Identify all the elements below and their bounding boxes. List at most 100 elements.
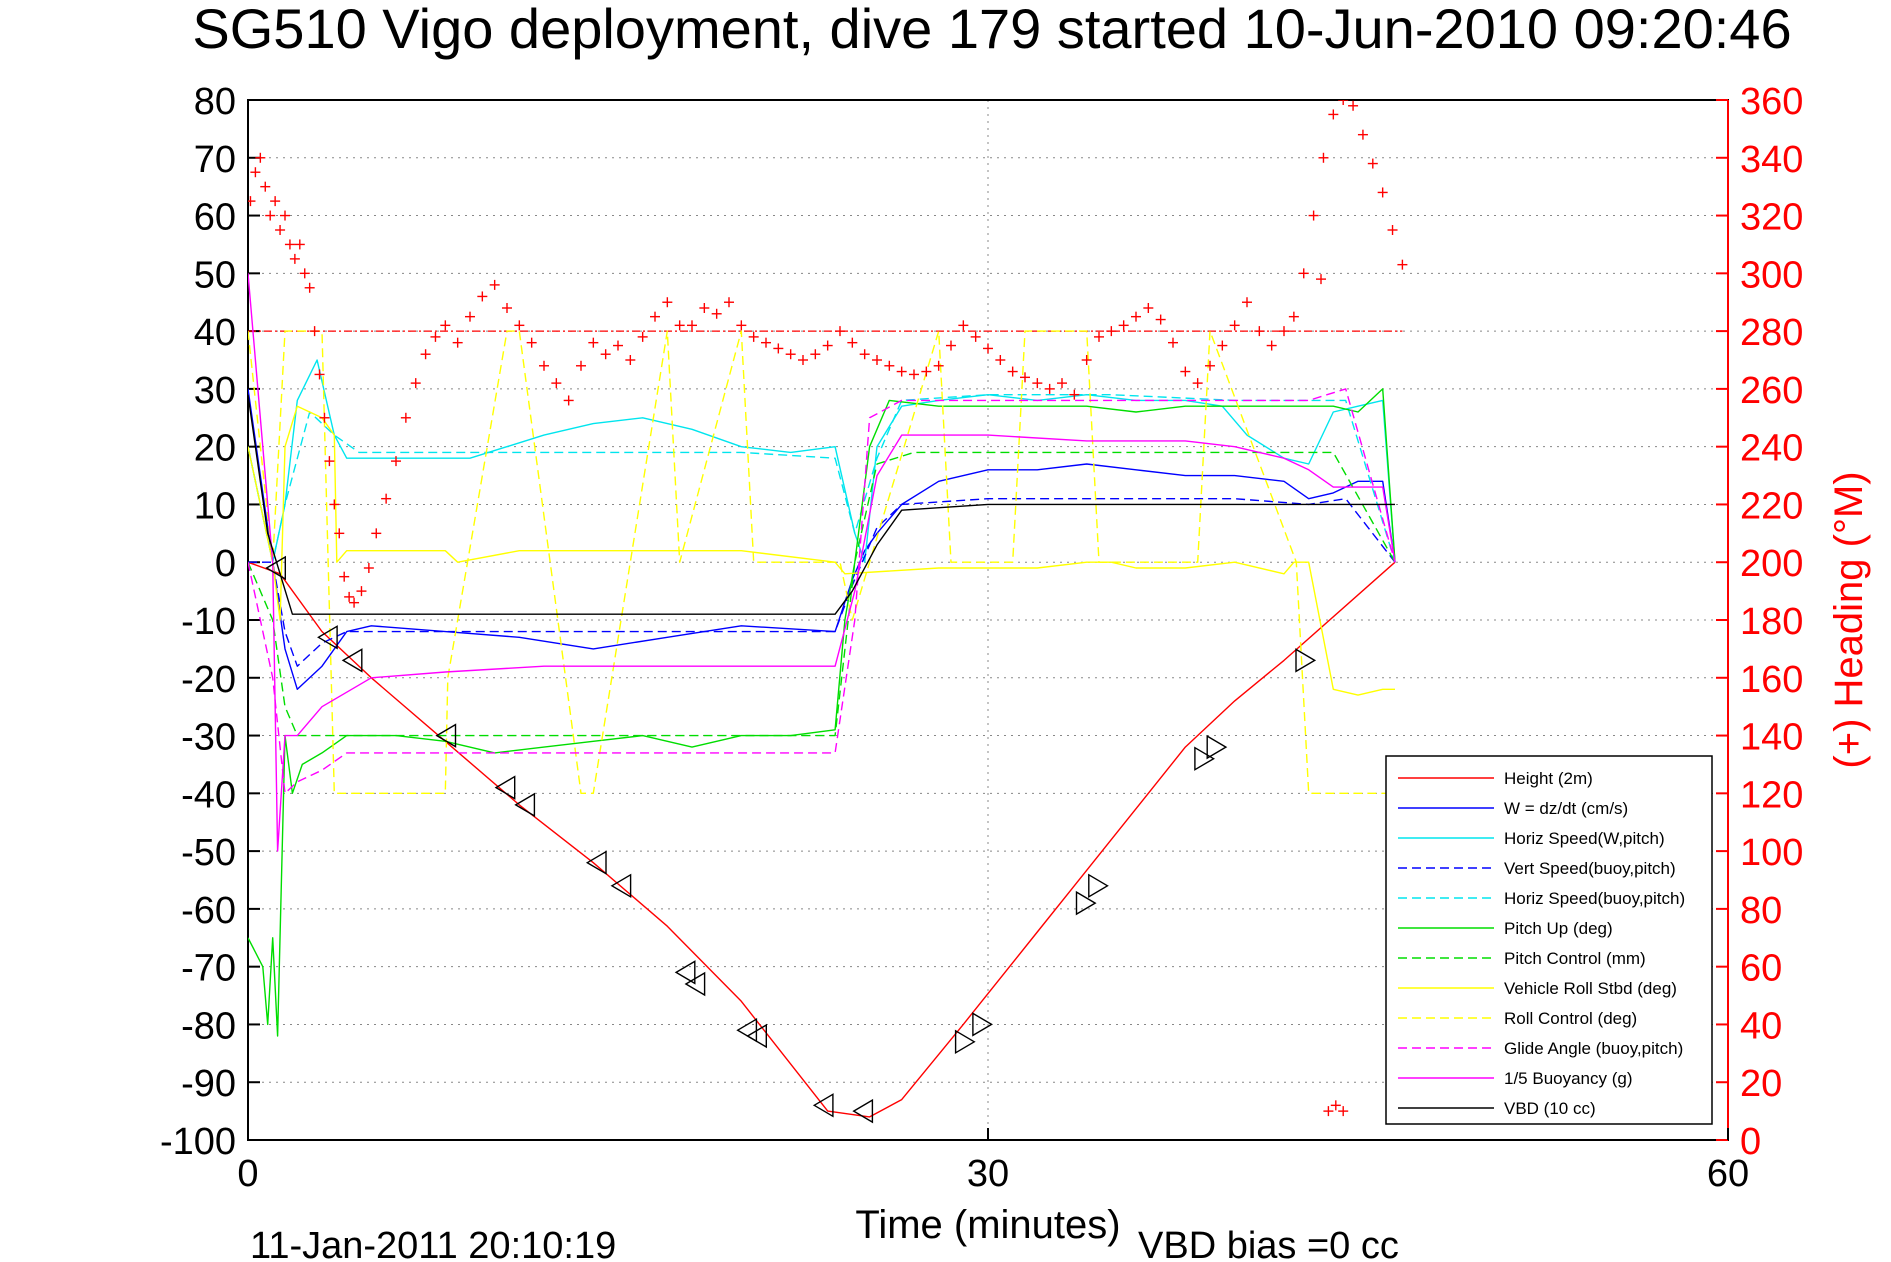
heading-point <box>785 349 796 360</box>
heading-point <box>1338 100 1349 105</box>
heading-point <box>539 360 549 371</box>
dive-marker <box>435 723 457 748</box>
y2-tick-label: 60 <box>1740 948 1782 990</box>
y2-tick-label: 0 <box>1740 1121 1761 1163</box>
heading-point <box>324 456 335 467</box>
heading-point <box>872 355 882 365</box>
y-tick-label: 50 <box>194 254 236 296</box>
heading-point <box>650 311 660 322</box>
y2-tick-label: 280 <box>1740 312 1803 354</box>
heading-point <box>1094 331 1104 342</box>
heading-point <box>265 210 276 221</box>
heading-point <box>344 591 355 602</box>
heading-point <box>381 493 392 504</box>
heading-point <box>835 326 845 337</box>
heading-point <box>576 360 586 371</box>
y2-tick-label: 160 <box>1740 659 1803 701</box>
y-tick-label: 30 <box>194 370 236 412</box>
heading-point <box>946 340 956 351</box>
legend-label: VBD (10 cc) <box>1504 1099 1596 1118</box>
heading-point <box>1192 378 1203 389</box>
heading-point <box>270 196 281 207</box>
y-tick-label: -10 <box>181 601 236 643</box>
heading-point <box>1007 366 1018 377</box>
heading-point <box>1020 372 1030 383</box>
heading-point <box>363 563 374 573</box>
series-line-6 <box>248 451 1396 737</box>
y2-tick-label: 240 <box>1740 428 1803 470</box>
y2-tick-label: 200 <box>1740 543 1803 585</box>
y-tick-label: -90 <box>181 1063 236 1105</box>
heading-point <box>1318 152 1329 163</box>
y-tick-label: 0 <box>215 543 236 585</box>
y2-tick-label: 340 <box>1740 139 1803 181</box>
legend-label: W = dz/dt (cm/s) <box>1504 799 1628 818</box>
heading-point <box>1131 311 1141 322</box>
heading-point <box>1229 320 1240 331</box>
heading-point <box>1316 274 1326 285</box>
heading-point <box>724 297 734 308</box>
dive-marker <box>514 792 536 818</box>
dive-markers <box>265 555 1317 1124</box>
legend-label: Glide Angle (buoy,pitch) <box>1504 1039 1683 1058</box>
dive-marker <box>1075 890 1097 916</box>
heading-point <box>371 528 382 539</box>
heading-point <box>711 308 722 319</box>
y2-tick-label: 180 <box>1740 601 1803 643</box>
y2-tick-label: 360 <box>1740 81 1803 123</box>
heading-point <box>1106 326 1117 337</box>
y-tick-label: 20 <box>194 428 236 470</box>
heading-point <box>736 320 747 331</box>
heading-point <box>933 360 944 371</box>
footer-timestamp: 11-Jan-2011 20:10:19 <box>250 1225 616 1262</box>
x-axis-ticks: 0 30 60 <box>237 1128 1749 1195</box>
y2-tick-label: 100 <box>1740 832 1803 874</box>
legend-label: Vehicle Roll Stbd (deg) <box>1504 979 1677 998</box>
heading-point <box>400 412 411 423</box>
heading-point <box>761 337 771 348</box>
heading-point <box>1057 378 1067 389</box>
heading-point <box>410 378 421 389</box>
heading-point <box>1298 268 1309 279</box>
x-axis-label: Time (minutes) <box>855 1203 1120 1247</box>
y-tick-label: 60 <box>194 197 236 239</box>
heading-point <box>1180 366 1191 377</box>
heading-point <box>489 279 500 290</box>
y-tick-label: -20 <box>181 659 236 701</box>
y2-tick-label: 320 <box>1740 197 1803 239</box>
heading-point <box>255 152 266 163</box>
x-tick-label: 30 <box>967 1153 1009 1195</box>
series-line-8 <box>248 330 1395 794</box>
heading-point <box>687 320 697 331</box>
dive-marker <box>972 1012 993 1037</box>
heading-point <box>1397 259 1408 270</box>
y-tick-label: -100 <box>160 1121 236 1163</box>
heading-point <box>502 303 512 313</box>
y2-tick-label: 140 <box>1740 717 1803 759</box>
heading-point <box>304 282 315 293</box>
heading-point <box>289 253 300 264</box>
heading-point <box>452 337 463 348</box>
footer-vbd-bias: VBD bias =0 cc <box>1138 1225 1399 1262</box>
dive-marker <box>1295 648 1317 673</box>
heading-point <box>613 340 623 351</box>
heading-point <box>294 239 305 250</box>
heading-point <box>1323 1106 1334 1117</box>
series-line-7 <box>248 405 1395 696</box>
heading-point <box>514 320 525 331</box>
heading-point <box>637 331 648 342</box>
y-tick-label: -80 <box>181 1005 236 1047</box>
dive-marker <box>852 1098 874 1124</box>
heading-point <box>588 337 599 348</box>
y-tick-label: -40 <box>181 774 236 816</box>
y2-tick-label: 120 <box>1740 774 1803 816</box>
heading-point <box>248 196 256 207</box>
heading-point <box>526 337 537 348</box>
heading-point <box>970 331 981 342</box>
heading-point <box>859 349 870 360</box>
heading-point <box>334 528 345 539</box>
heading-point <box>600 349 611 360</box>
heading-point <box>465 311 475 322</box>
dive-marker <box>812 1093 834 1118</box>
